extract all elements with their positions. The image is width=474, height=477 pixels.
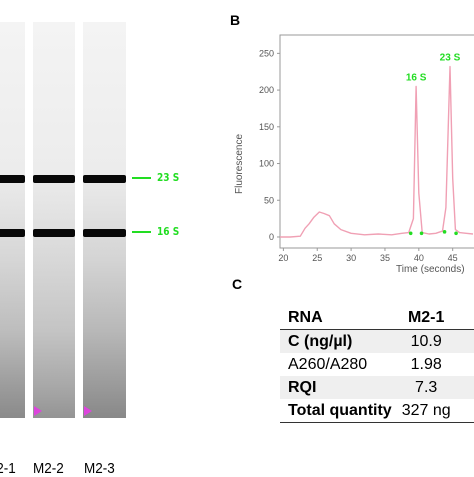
x-tick-label: 25 <box>312 253 322 263</box>
table-cell-value: 1.98 <box>410 355 442 373</box>
x-tick-label: 20 <box>278 253 288 263</box>
table-cell-value: 10.9 <box>391 329 474 353</box>
peak-boundary-marker <box>419 231 424 236</box>
band-23s-lane-1 <box>0 175 25 183</box>
table-header-row: RNA M2-1 <box>280 306 474 330</box>
table-row: A260/A280 1.98 <box>280 353 474 376</box>
panel-letter-b: B <box>230 12 241 28</box>
gel-lane-1 <box>0 22 25 418</box>
table-cell-value: 7.3 <box>391 376 474 399</box>
band-tick-16s <box>132 231 151 233</box>
band-label-23s: 23 S <box>157 171 180 184</box>
electropherogram-chart: 0 50 100 150 200 250 20 25 30 35 40 45 16 S 23 S Flu… <box>234 34 474 275</box>
table-cell-value: 327 ng <box>391 399 474 423</box>
y-tick-label: 50 <box>264 195 274 205</box>
table-header-cell: RNA <box>280 306 392 330</box>
x-tick-label: 35 <box>380 253 390 263</box>
y-tick-label: 100 <box>259 159 274 169</box>
table-row-label: Total quantity <box>280 399 392 423</box>
x-tick-label: 40 <box>414 253 424 263</box>
band-tick-23s <box>132 177 151 179</box>
y-tick-label: 200 <box>259 85 274 95</box>
table-row-label: A260/A280 <box>288 355 368 373</box>
y-tick-label: 0 <box>269 232 274 242</box>
table-row-label: C (ng/µl) <box>280 329 392 353</box>
y-tick-label: 250 <box>259 48 274 58</box>
y-axis-label: Fluorescence <box>234 134 245 194</box>
table-row: C (ng/µl) 10.9 <box>280 329 474 353</box>
band-16s-lane-1 <box>0 229 25 237</box>
panel-letter-c: C <box>232 276 243 292</box>
marker-arrow-lane-2 <box>34 406 42 416</box>
band-23s-lane-3 <box>83 175 126 183</box>
x-axis-label: Time (seconds) <box>396 264 465 275</box>
lane-label-3: M2-3 <box>84 460 115 477</box>
lane-label-2: M2-2 <box>33 460 64 477</box>
band-16s-lane-3 <box>83 229 126 237</box>
gel-lane-2 <box>33 22 75 418</box>
y-tick-label: 150 <box>259 122 274 132</box>
peak-boundary-marker <box>442 230 447 234</box>
x-tick-label: 30 <box>346 253 356 263</box>
x-tick-label: 45 <box>448 253 458 263</box>
table-row-label: RQI <box>280 376 392 399</box>
peak-boundary-marker <box>454 231 458 236</box>
band-16s-lane-2 <box>33 229 75 237</box>
peak-label: 16 S <box>406 72 427 83</box>
band-label-16s: 16 S <box>157 225 180 238</box>
fluorescence-trace <box>280 65 474 238</box>
lane-label-1: M2-1 <box>0 460 16 477</box>
band-23s-lane-2 <box>33 175 75 183</box>
peak-boundary-marker <box>408 231 413 236</box>
peak-label: 23 S <box>440 53 461 64</box>
table-header-cell: M2-1 <box>391 306 474 330</box>
marker-arrow-lane-3 <box>84 406 92 416</box>
rna-quality-table: RNA M2-1 C (ng/µl) 10.9 A260/A280 1.98 R… <box>280 306 474 423</box>
gel-lane-3 <box>83 22 126 418</box>
table-row: Total quantity 327 ng <box>280 399 474 423</box>
plot-frame <box>279 34 474 249</box>
table-row: RQI 7.3 <box>280 376 474 399</box>
